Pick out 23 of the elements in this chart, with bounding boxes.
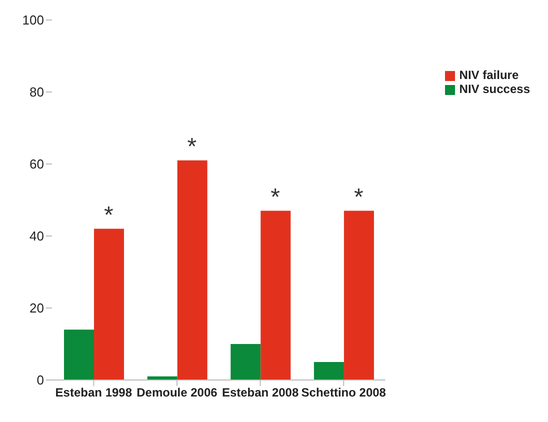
bar <box>177 160 208 380</box>
annotation: * <box>187 133 197 160</box>
x-tick-label: Schettino 2008 <box>301 386 386 400</box>
y-tick-label: 0 <box>36 372 44 388</box>
y-tick-label: 80 <box>30 84 44 100</box>
bar <box>344 210 374 380</box>
annotation: * <box>104 202 114 229</box>
x-tick-label: Esteban 1998 <box>55 386 132 400</box>
x-tick-label: Demoule 2006 <box>136 386 218 400</box>
annotation: * <box>354 184 364 211</box>
bar <box>64 330 94 380</box>
y-tick-label: 40 <box>30 228 44 244</box>
y-tick-label: 100 <box>22 12 44 28</box>
bar <box>94 228 124 380</box>
bar <box>314 362 344 380</box>
bar <box>230 344 261 380</box>
annotation: * <box>270 184 280 211</box>
y-tick-label: 20 <box>30 300 44 316</box>
legend-label: NIV success <box>459 82 530 96</box>
legend-label: NIV failure <box>459 68 519 82</box>
y-tick-label: 60 <box>30 156 44 172</box>
bar <box>260 210 291 380</box>
x-tick-label: Esteban 2008 <box>222 386 299 400</box>
